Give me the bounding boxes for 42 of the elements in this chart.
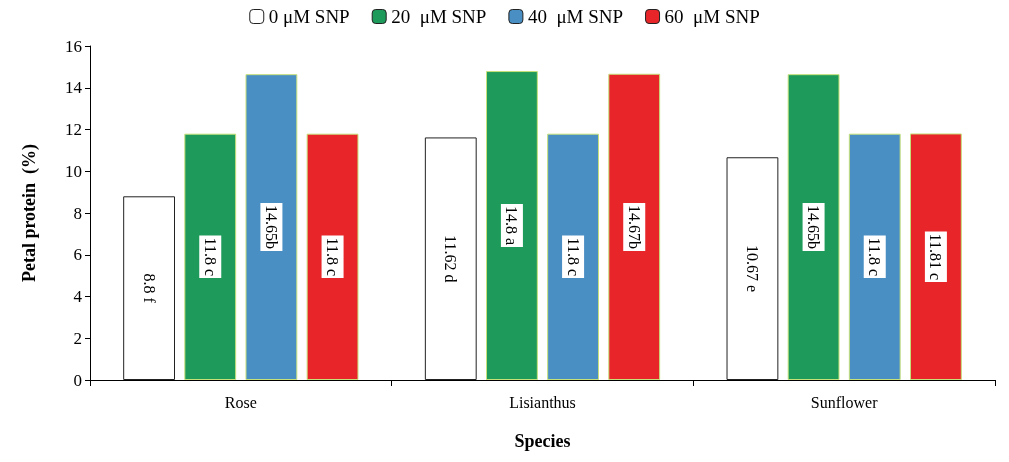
bar	[184, 133, 237, 380]
legend-label: 20 μM SNP	[391, 6, 487, 27]
bar	[608, 73, 661, 380]
y-axis-title: Petal protein (%)	[19, 143, 40, 283]
y-tick-label: 16	[65, 36, 82, 56]
x-tick-label: Rose	[224, 393, 257, 411]
bar	[848, 133, 901, 380]
bar	[123, 196, 176, 380]
legend-label: 60 μM SNP	[664, 6, 760, 27]
bar	[547, 133, 599, 380]
legend-label: 0 μM SNP	[268, 6, 350, 27]
y-tick-label: 10	[65, 161, 82, 181]
bar	[245, 74, 298, 380]
y-tick-label: 12	[65, 120, 82, 139]
y-tick-label: 2	[73, 328, 82, 348]
bar	[909, 133, 962, 380]
bar	[726, 157, 779, 380]
data-label: 14.8 a	[503, 205, 521, 246]
data-label: 8.8 f	[140, 273, 158, 304]
bar	[787, 74, 840, 380]
bar	[424, 137, 477, 380]
data-label: 11.8 c	[201, 237, 219, 277]
y-tick-label: 6	[73, 245, 82, 265]
bar	[486, 71, 538, 380]
data-label: 14.65b	[262, 205, 280, 250]
data-label: 11.8 c	[564, 237, 582, 277]
x-tick-label: Sunflower	[810, 393, 879, 411]
data-label: 14.67b	[625, 204, 643, 249]
y-tick-label: 4	[73, 287, 83, 306]
data-label: 10.67 e	[743, 245, 761, 293]
x-tick-label: Lisianthus	[509, 393, 576, 411]
data-label: 14.65b	[805, 205, 823, 250]
data-label: 11.81 c	[927, 233, 945, 280]
data-label: 11.8 c	[866, 237, 884, 277]
data-label: 11.62 d	[442, 235, 460, 283]
x-axis-title: Species	[514, 431, 571, 451]
data-label: 11.8 c	[324, 237, 342, 277]
y-tick-label: 14	[65, 78, 83, 98]
y-tick-label: 8	[73, 203, 82, 223]
bar	[306, 133, 359, 380]
legend-label: 40 μM SNP	[527, 6, 624, 27]
y-tick-label: 0	[73, 370, 82, 390]
